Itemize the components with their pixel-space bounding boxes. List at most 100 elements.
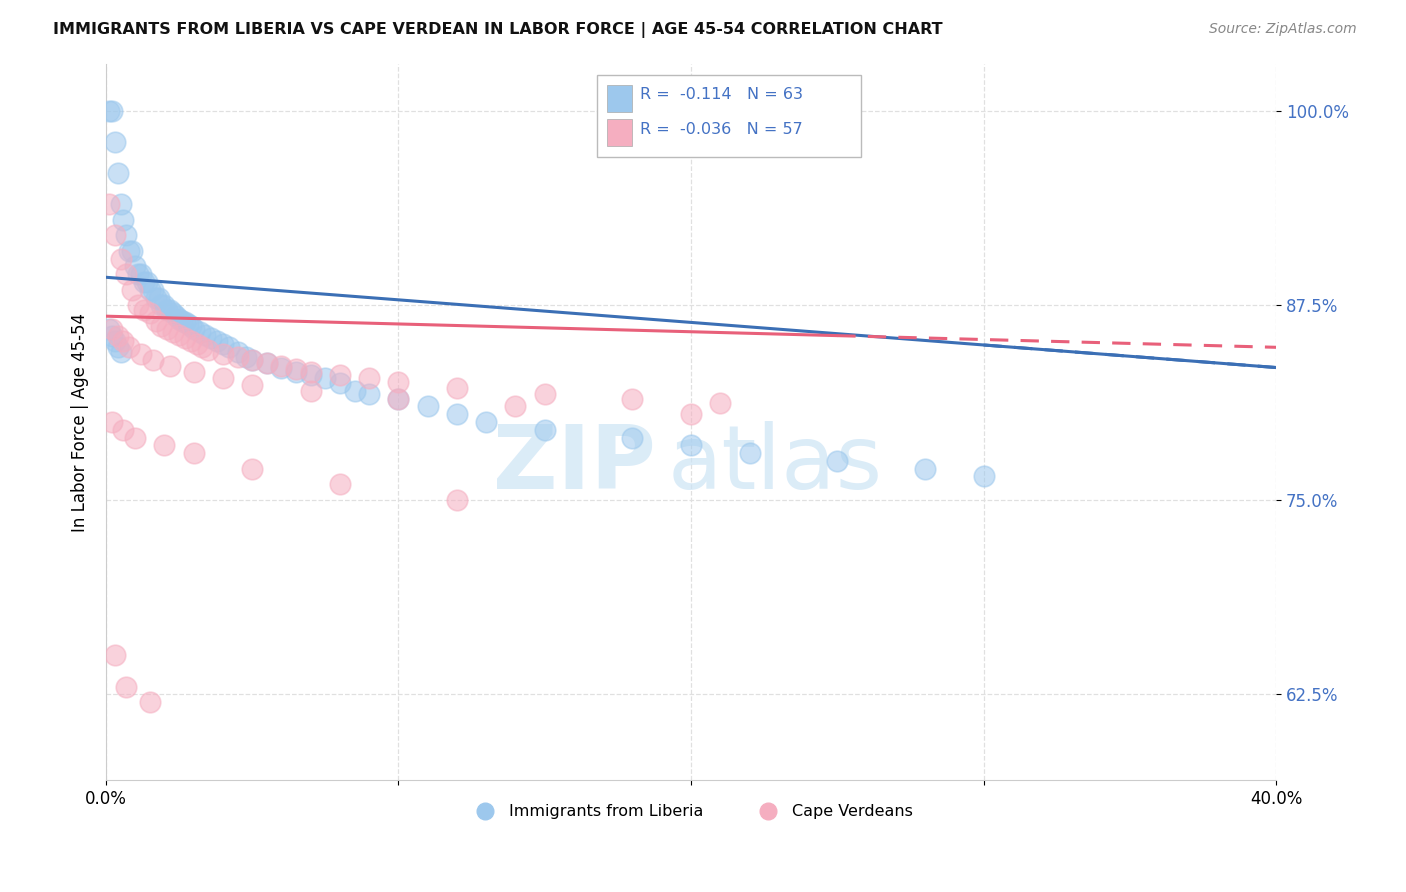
Point — [621, 392, 644, 406]
Point — [299, 365, 322, 379]
Point — [240, 352, 263, 367]
Point — [212, 346, 235, 360]
Point — [416, 400, 439, 414]
Point — [100, 103, 122, 118]
Point — [314, 371, 336, 385]
Point — [167, 312, 190, 326]
Point — [156, 321, 179, 335]
Point — [159, 359, 181, 373]
Bar — [607, 85, 633, 112]
Point — [226, 350, 249, 364]
Point — [121, 283, 143, 297]
Point — [165, 309, 187, 323]
Point — [329, 376, 352, 390]
Point — [132, 275, 155, 289]
Point — [104, 334, 127, 348]
Point — [212, 371, 235, 385]
Point — [139, 306, 162, 320]
Point — [115, 267, 138, 281]
Point — [118, 244, 141, 258]
Text: ZIP: ZIP — [494, 421, 655, 508]
Point — [973, 469, 995, 483]
Point — [167, 327, 190, 342]
Point — [156, 302, 179, 317]
Point — [329, 477, 352, 491]
Point — [299, 368, 322, 383]
Point — [299, 384, 322, 398]
Point — [110, 345, 132, 359]
Point — [110, 197, 132, 211]
Point — [148, 291, 170, 305]
Point — [446, 407, 468, 421]
Point — [104, 228, 127, 243]
Point — [285, 362, 308, 376]
Point — [387, 392, 409, 406]
Point — [150, 318, 173, 333]
Point — [162, 325, 184, 339]
Point — [827, 454, 849, 468]
Point — [387, 392, 409, 406]
Point — [240, 377, 263, 392]
Point — [118, 340, 141, 354]
Point — [212, 337, 235, 351]
Point — [115, 680, 138, 694]
Point — [180, 318, 202, 333]
Bar — [607, 120, 633, 146]
Point — [285, 365, 308, 379]
Point — [270, 360, 292, 375]
Point — [359, 387, 381, 401]
Point — [127, 298, 149, 312]
Point — [97, 321, 120, 335]
Point — [621, 431, 644, 445]
Point — [104, 648, 127, 663]
Point — [256, 356, 278, 370]
Point — [256, 356, 278, 370]
Point — [104, 135, 127, 149]
Point — [124, 260, 146, 274]
Point — [174, 331, 197, 345]
Text: Source: ZipAtlas.com: Source: ZipAtlas.com — [1209, 22, 1357, 37]
Point — [100, 329, 122, 343]
Point — [270, 359, 292, 373]
Point — [446, 492, 468, 507]
Legend: Immigrants from Liberia, Cape Verdeans: Immigrants from Liberia, Cape Verdeans — [463, 797, 920, 826]
Point — [150, 298, 173, 312]
Point — [139, 283, 162, 297]
Point — [240, 352, 263, 367]
Point — [177, 317, 200, 331]
Point — [127, 267, 149, 281]
Point — [139, 695, 162, 709]
Point — [240, 461, 263, 475]
Point — [129, 346, 152, 360]
Point — [129, 267, 152, 281]
Point — [329, 368, 352, 383]
Point — [107, 329, 129, 343]
Point — [387, 375, 409, 389]
Point — [359, 371, 381, 385]
Point — [200, 331, 222, 345]
Point — [533, 423, 555, 437]
Point — [174, 315, 197, 329]
Text: IMMIGRANTS FROM LIBERIA VS CAPE VERDEAN IN LABOR FORCE | AGE 45-54 CORRELATION C: IMMIGRANTS FROM LIBERIA VS CAPE VERDEAN … — [53, 22, 943, 38]
Point — [100, 321, 122, 335]
Point — [709, 396, 731, 410]
Text: atlas: atlas — [668, 421, 883, 508]
Point — [159, 302, 181, 317]
Point — [145, 314, 167, 328]
Point — [679, 407, 702, 421]
Point — [183, 446, 205, 460]
Point — [170, 314, 193, 328]
Point — [738, 446, 761, 460]
Y-axis label: In Labor Force | Age 45-54: In Labor Force | Age 45-54 — [72, 312, 89, 532]
Point — [112, 334, 135, 348]
FancyBboxPatch shape — [598, 75, 860, 157]
Point — [533, 387, 555, 401]
Point — [135, 275, 157, 289]
Point — [180, 334, 202, 348]
Point — [142, 283, 165, 297]
Point — [121, 244, 143, 258]
Point — [183, 365, 205, 379]
Point — [194, 327, 217, 342]
Text: R =  -0.036   N = 57: R = -0.036 N = 57 — [640, 121, 803, 136]
Point — [97, 103, 120, 118]
